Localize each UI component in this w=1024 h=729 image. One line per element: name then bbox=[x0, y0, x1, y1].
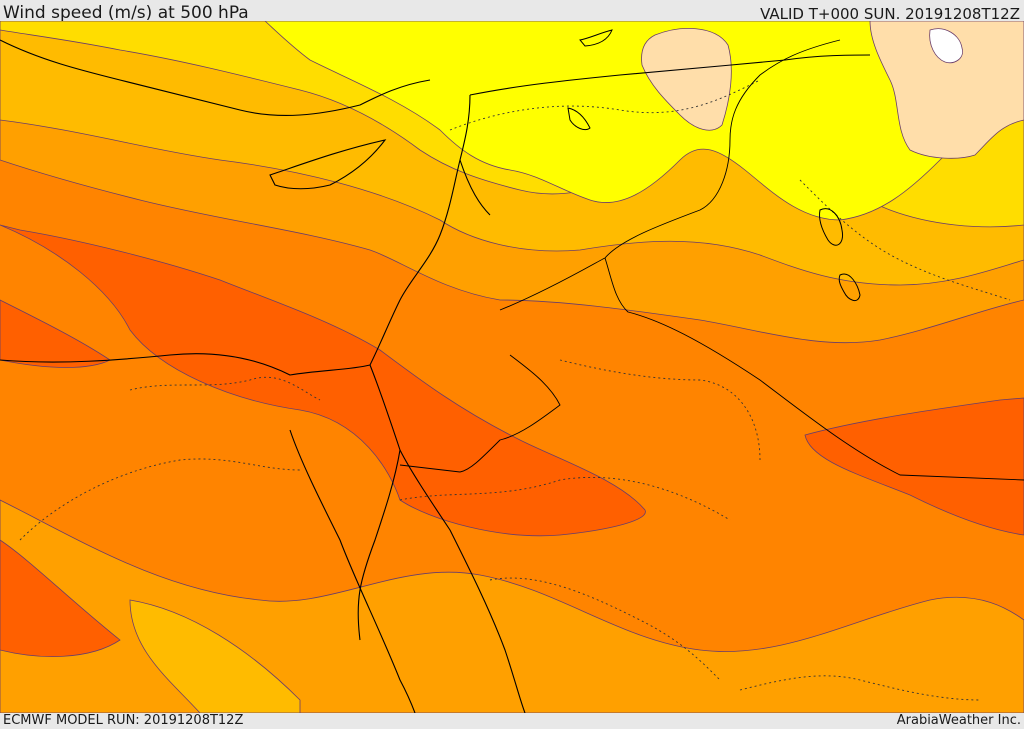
field-light-orange-nc bbox=[641, 28, 732, 131]
valid-time: VALID T+000 SUN. 20191208T12Z bbox=[760, 5, 1020, 23]
map-title: Wind speed (m/s) at 500 hPa bbox=[3, 3, 249, 23]
field-amber-southwest bbox=[129, 599, 301, 713]
model-run: ECMWF MODEL RUN: 20191208T12Z bbox=[3, 713, 244, 728]
field-jet-core-east bbox=[804, 397, 1024, 536]
map-header: Wind speed (m/s) at 500 hPa VALID T+000 … bbox=[0, 0, 1024, 23]
field-jet-core bbox=[0, 224, 646, 537]
field-jet-core-sw bbox=[0, 539, 121, 657]
national-borders bbox=[399, 39, 1024, 481]
weather-map bbox=[0, 21, 1024, 713]
field-yellow-north bbox=[264, 21, 1024, 221]
field-orange-light-south bbox=[0, 499, 1024, 713]
coastlines bbox=[0, 39, 871, 713]
map-footer: ECMWF MODEL RUN: 20191208T12Z ArabiaWeat… bbox=[0, 713, 1024, 729]
field-light-orange-ne bbox=[869, 21, 1024, 159]
dotted-boundaries bbox=[19, 79, 1011, 701]
lake-outlines bbox=[567, 29, 861, 302]
field-white-ne bbox=[929, 28, 963, 64]
credit: ArabiaWeather Inc. bbox=[896, 713, 1021, 728]
wind-speed-map-svg bbox=[0, 21, 1024, 713]
